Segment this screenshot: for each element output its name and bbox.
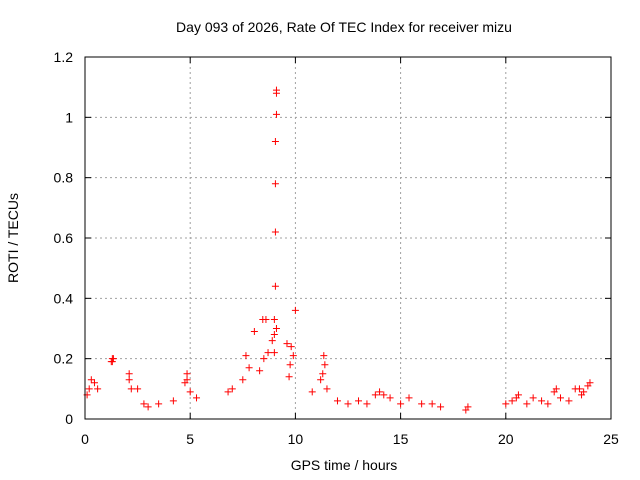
data-point xyxy=(183,370,191,378)
x-tick-label: 20 xyxy=(498,431,514,447)
data-point xyxy=(271,180,279,188)
x-tick-label: 10 xyxy=(288,431,304,447)
data-point xyxy=(239,376,247,384)
data-point xyxy=(320,352,328,360)
data-point xyxy=(125,376,133,384)
data-point xyxy=(270,331,278,339)
data-point xyxy=(565,397,573,405)
data-point xyxy=(256,367,264,375)
data-point xyxy=(321,361,329,369)
y-tick-label: 1.2 xyxy=(54,49,74,65)
data-point xyxy=(109,355,117,363)
chart-title: Day 093 of 2026, Rate Of TEC Index for r… xyxy=(176,19,512,35)
x-tick-label: 15 xyxy=(393,431,409,447)
data-point xyxy=(272,89,280,97)
data-point xyxy=(323,385,331,393)
data-point xyxy=(538,397,546,405)
data-point xyxy=(260,355,268,363)
data-point xyxy=(181,379,189,387)
data-point xyxy=(380,391,388,399)
data-point xyxy=(90,379,98,387)
x-axis-label: GPS time / hours xyxy=(291,457,398,473)
data-point xyxy=(502,400,510,408)
data-point xyxy=(272,110,280,118)
data-point xyxy=(270,349,278,357)
y-tick-label: 0.2 xyxy=(54,351,74,367)
axis-ticks: 0 5 10 15 20 25 0 0.2 0.4 0.6 0.8 1 1.2 xyxy=(54,49,619,447)
data-point xyxy=(428,400,436,408)
y-axis-label: ROTI / TECUs xyxy=(5,193,21,283)
data-point xyxy=(144,403,152,411)
x-tick-label: 0 xyxy=(81,431,89,447)
data-point xyxy=(462,406,470,414)
data-point xyxy=(557,394,565,402)
data-point xyxy=(418,400,426,408)
y-tick-label: 0 xyxy=(65,411,73,427)
data-point xyxy=(287,343,295,351)
data-point xyxy=(512,394,520,402)
data-point xyxy=(94,385,102,393)
plot-frame xyxy=(84,56,612,420)
data-point xyxy=(270,315,278,323)
data-point xyxy=(333,397,341,405)
x-tick-label: 5 xyxy=(186,431,194,447)
data-point xyxy=(437,403,445,411)
data-point xyxy=(552,385,560,393)
data-point xyxy=(544,400,552,408)
data-point xyxy=(169,397,177,405)
data-point xyxy=(344,400,352,408)
data-point xyxy=(289,352,297,360)
data-point xyxy=(397,400,405,408)
data-point xyxy=(268,337,276,345)
data-point xyxy=(262,315,270,323)
data-point xyxy=(186,388,194,396)
data-point xyxy=(355,397,363,405)
data-point xyxy=(286,361,294,369)
data-point xyxy=(386,394,394,402)
data-point xyxy=(125,370,133,378)
data-point xyxy=(250,328,258,336)
x-tick-label: 25 xyxy=(603,431,619,447)
data-point xyxy=(529,394,537,402)
data-point xyxy=(308,388,316,396)
y-tick-label: 0.4 xyxy=(54,290,74,306)
data-point xyxy=(523,400,531,408)
data-point xyxy=(319,370,327,378)
data-point xyxy=(87,376,95,384)
data-point xyxy=(508,397,516,405)
data-point xyxy=(155,400,163,408)
data-point xyxy=(228,385,236,393)
data-point xyxy=(291,306,299,314)
data-point xyxy=(264,349,272,357)
data-point xyxy=(317,376,325,384)
data-point xyxy=(376,388,384,396)
data-point xyxy=(575,385,583,393)
data-point xyxy=(272,325,280,332)
data-point xyxy=(586,379,594,387)
y-tick-label: 1 xyxy=(65,109,73,125)
data-point xyxy=(245,364,253,372)
data-point xyxy=(134,385,142,393)
data-point xyxy=(363,400,371,408)
data-point xyxy=(127,385,135,393)
data-point xyxy=(283,340,291,348)
data-point xyxy=(271,137,279,145)
data-point xyxy=(271,282,279,290)
data-point xyxy=(242,352,250,360)
grid-layer xyxy=(85,57,611,419)
y-tick-label: 0.8 xyxy=(54,170,74,186)
y-tick-label: 0.6 xyxy=(54,230,74,246)
data-point xyxy=(224,388,232,396)
data-point xyxy=(371,391,379,399)
data-points xyxy=(83,86,594,414)
data-point xyxy=(405,394,413,402)
data-point xyxy=(85,385,93,393)
data-point xyxy=(140,400,148,408)
data-point xyxy=(193,394,201,402)
data-point xyxy=(285,373,293,381)
data-point xyxy=(578,391,586,399)
data-point xyxy=(271,228,279,236)
